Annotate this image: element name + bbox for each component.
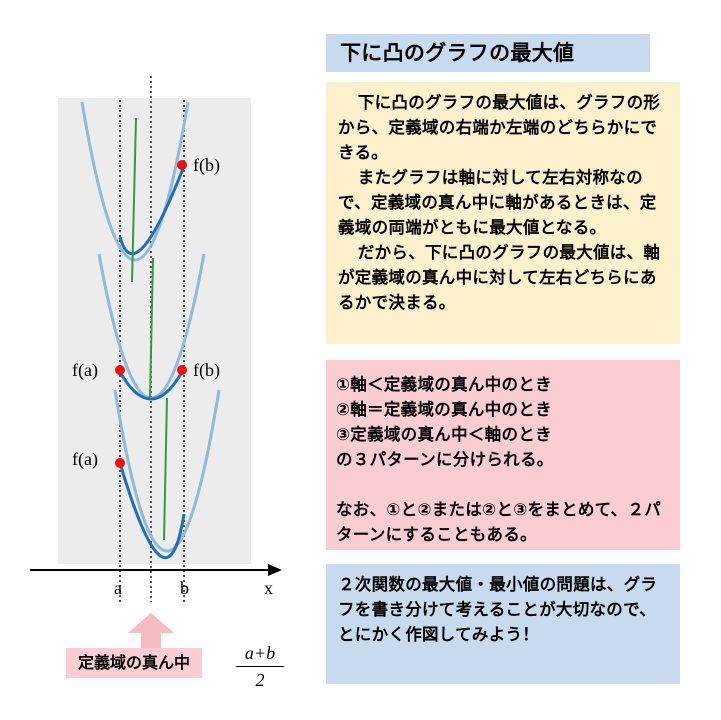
midpoint-arrow	[128, 613, 174, 650]
parabola-1-full	[80, 101, 190, 262]
x-axis-arrowhead	[268, 564, 282, 576]
label-fb-1: f(b)	[193, 155, 220, 176]
explanation-panel: 下に凸のグラフの最大値は、グラフの形から、定義域の右端か左端のどちらかにできる。…	[326, 82, 680, 344]
pattern-line-2: ②軸＝定義域の真ん中のとき	[336, 400, 552, 419]
x-label-a: a	[114, 578, 122, 598]
page-title: 下に凸のグラフの最大値	[326, 34, 650, 72]
explanation-paragraph-3: だから、下に凸のグラフの最大値は、軸が定義域の真ん中に対して左右どちらにあるかで…	[338, 243, 661, 312]
axis-1	[131, 117, 137, 283]
point-fa-2	[115, 365, 125, 375]
fraction-denominator: 2	[255, 670, 265, 690]
explanation-paragraph-2: またグラフは軸に対して左右対称なので、定義域の真ん中に軸があるときは、定義域の両…	[338, 168, 657, 237]
pattern-line-3: ③定義域の真ん中＜軸のとき	[336, 425, 552, 444]
label-fb-2: f(b)	[193, 360, 220, 381]
x-label-b: b	[180, 578, 189, 598]
point-fb-1	[177, 160, 187, 170]
pattern-note: なお、①と②または②と③をまとめて、２パターンにすることもある。	[336, 500, 662, 544]
midpoint-label: 定義域の真ん中	[66, 648, 203, 678]
axis-2	[149, 257, 154, 399]
point-fb-2	[177, 365, 187, 375]
pattern-line-1: ①軸＜定義域の真ん中のとき	[336, 375, 552, 394]
label-fa-3: f(a)	[72, 449, 98, 470]
parabola-1-domain	[118, 165, 186, 256]
explanation-paragraph-1: 下に凸のグラフの最大値は、グラフの形から、定義域の右端か左端のどちらかにできる。	[338, 93, 661, 162]
parabola-diagram: f(b) f(a) f(b) f(a) x a b	[30, 76, 282, 650]
x-axis-label: x	[264, 578, 273, 598]
domain-band	[58, 98, 251, 564]
label-fa-2: f(a)	[72, 360, 98, 381]
pattern-line-4: の３パターンに分けられる。	[336, 450, 554, 469]
parabola-2-domain	[118, 371, 184, 401]
axis-3	[163, 397, 168, 541]
fraction-numerator: a+b	[244, 643, 276, 663]
midpoint-fraction: a+b 2	[232, 642, 288, 691]
advice-text: ２次関数の最大値・最小値の問題は、グラフを書き分けて考えることが大切なので、とに…	[338, 575, 658, 644]
parabola-3-domain	[118, 462, 186, 560]
advice-panel: ２次関数の最大値・最小値の問題は、グラフを書き分けて考えることが大切なので、とに…	[326, 564, 680, 684]
patterns-panel: ①軸＜定義域の真ん中のとき ②軸＝定義域の真ん中のとき ③定義域の真ん中＜軸のと…	[326, 360, 680, 550]
point-fa-3	[115, 458, 125, 468]
parabola-3-full	[113, 389, 221, 553]
fraction-bar	[236, 666, 284, 667]
